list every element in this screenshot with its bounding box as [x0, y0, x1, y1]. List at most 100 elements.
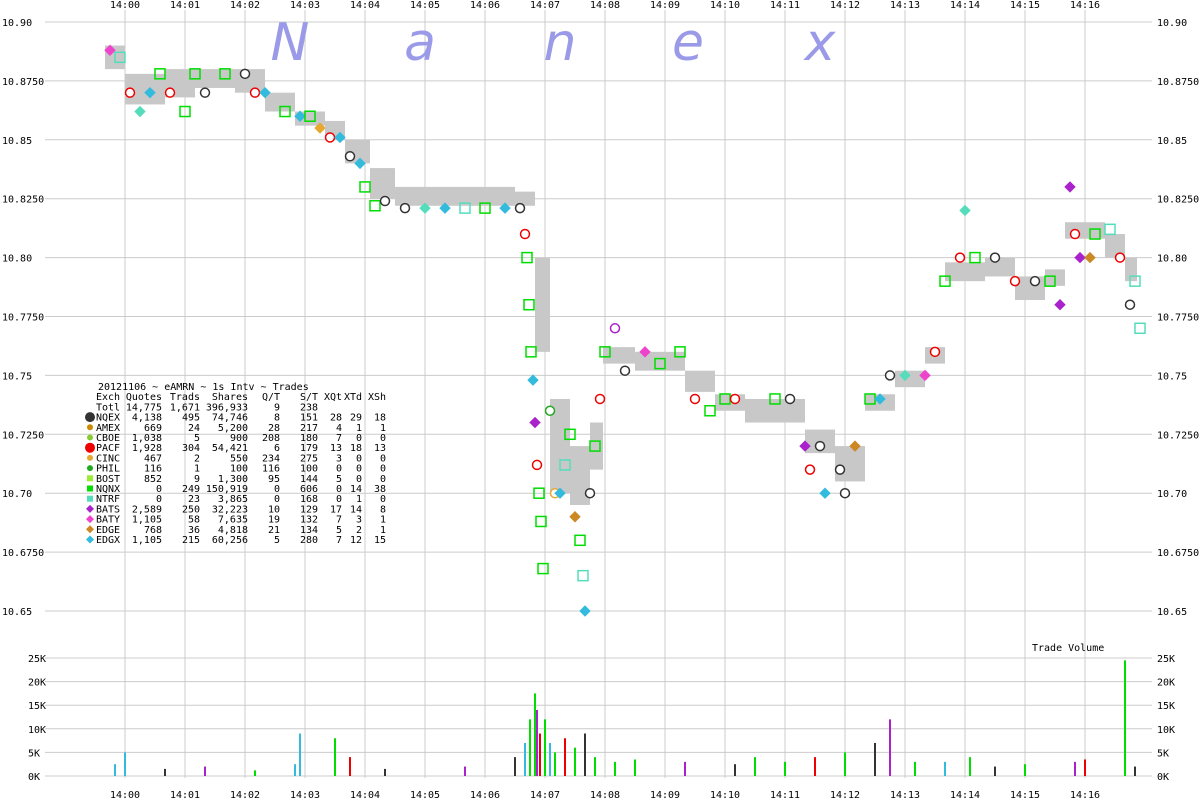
trade-marker: [1054, 299, 1066, 311]
trade-marker: [939, 275, 951, 287]
legend-cell: 134: [300, 525, 318, 536]
y-tick-label: 10.90: [2, 18, 32, 29]
legend-cell: EDGX: [96, 535, 120, 546]
trade-marker: [569, 511, 581, 523]
volume-bars: [114, 660, 1136, 776]
trade-marker: [959, 204, 971, 217]
legend-cell: 60,256: [212, 535, 248, 546]
trade-marker: [399, 202, 411, 214]
y-tick-label: 10.80: [1157, 254, 1187, 265]
volume-bar: [889, 719, 891, 776]
volume-bar: [1124, 660, 1126, 776]
x-tick-label: 14:12: [830, 0, 860, 11]
x-tick-label: 14:12: [830, 790, 860, 800]
volume-bar: [554, 752, 556, 776]
x-tick-label: 14:06: [470, 790, 500, 800]
legend-cell: 7: [336, 535, 342, 546]
trade-marker: [689, 393, 701, 405]
legend-total-cell: 238: [300, 402, 318, 413]
legend-header-cell: XQt: [324, 392, 342, 403]
x-tick-label: 14:09: [650, 790, 680, 800]
trade-marker: [304, 110, 316, 122]
volume-bar: [529, 719, 531, 776]
volume-bar: [594, 757, 596, 776]
volume-tick-label: 25K: [28, 654, 46, 665]
x-tick-label: 14:01: [170, 0, 200, 11]
volume-bar: [754, 757, 756, 776]
legend-cell: 144: [300, 474, 318, 485]
nbbo-segment: [515, 191, 535, 206]
trade-marker: [574, 534, 586, 547]
legend-cell: 180: [300, 433, 318, 444]
legend-cell: 250: [182, 504, 200, 515]
volume-bar: [294, 764, 296, 776]
x-tick-label: 14:01: [170, 790, 200, 800]
legend-cell: 58: [188, 515, 200, 526]
trade-marker: [459, 202, 471, 214]
volume-bar: [1084, 759, 1086, 776]
nbbo-segment: [835, 446, 865, 482]
legend-header-cell: Q/T: [262, 392, 280, 403]
y-tick-label: 10.8250: [1157, 195, 1199, 206]
legend-cell: 38: [374, 484, 386, 495]
trade-marker: [619, 365, 631, 376]
volume-bar: [874, 742, 876, 776]
trade-marker: [1129, 275, 1141, 287]
trade-marker: [134, 105, 146, 118]
y-tick-label: 10.7250: [2, 430, 44, 441]
volume-tick-label: 20K: [28, 678, 46, 689]
legend-cell: 0: [336, 484, 342, 495]
legend-cell: EDGE: [96, 525, 120, 536]
legend-cell: 0: [156, 494, 162, 505]
legend-cell: 2: [194, 453, 200, 464]
legend-cell: 852: [144, 474, 162, 485]
volume-bar: [299, 733, 301, 776]
nbbo-segment: [635, 351, 685, 371]
legend-cell: 900: [230, 433, 248, 444]
y-tick-label: 10.6750: [1157, 548, 1199, 559]
x-tick-label: 14:07: [530, 790, 560, 800]
legend-cell: 495: [182, 413, 200, 424]
legend-cell: 21: [268, 525, 280, 536]
volume-tick-label: 0K: [28, 772, 40, 783]
nbbo-segment: [535, 257, 550, 352]
legend-cell: BATY: [96, 515, 120, 526]
legend-cell: 280: [300, 535, 318, 546]
legend-cell: 15: [374, 535, 386, 546]
legend-cell: 0: [156, 484, 162, 495]
volume-bar: [994, 766, 996, 776]
trade-marker: [199, 87, 211, 98]
x-tick-label: 14:15: [1010, 790, 1040, 800]
trade-marker: [599, 346, 611, 358]
legend-cell: 4,818: [218, 525, 248, 536]
legend-swatch: [87, 424, 93, 431]
trade-marker: [834, 464, 846, 475]
volume-tick-label: 5K: [1157, 748, 1169, 759]
legend-cell: 550: [230, 453, 248, 464]
y-tick-label: 10.6750: [2, 548, 44, 559]
legend-cell: 10: [268, 504, 280, 515]
trade-marker: [639, 346, 651, 358]
legend-cell: 5: [194, 433, 200, 444]
trade-marker: [189, 68, 201, 80]
legend-cell: 0: [356, 433, 362, 444]
legend-cell: PHIL: [96, 464, 120, 475]
legend-total-cell: Totl: [96, 402, 120, 413]
trade-marker: [369, 200, 381, 212]
trade-marker: [535, 515, 547, 528]
legend-cell: 0: [380, 494, 386, 505]
legend-cell: 0: [356, 453, 362, 464]
x-tick-label: 14:11: [770, 0, 800, 11]
trade-marker: [1114, 252, 1126, 263]
legend-cell: 0: [380, 433, 386, 444]
watermark-letter: n: [544, 13, 577, 73]
legend-header-cell: XSh: [368, 392, 386, 403]
legend-cell: CINC: [96, 453, 120, 464]
volume-bar: [524, 742, 526, 776]
y-tick-label: 10.75: [2, 371, 32, 382]
trade-marker: [527, 374, 539, 386]
trade-marker: [499, 202, 511, 214]
x-tick-label: 14:06: [470, 0, 500, 11]
